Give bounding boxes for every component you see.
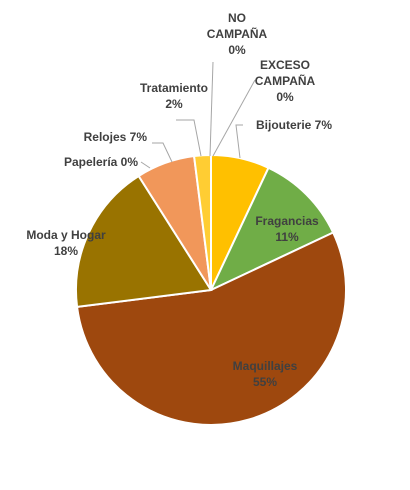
leader-line (209, 61, 214, 157)
data-label-line: Papelería 0% (64, 155, 138, 169)
data-label-line: 0% (228, 43, 246, 57)
data-label-line: 11% (275, 230, 299, 244)
data-label-line: 18% (54, 244, 78, 258)
data-label-line: Moda y Hogar (26, 228, 106, 242)
pie-slices (75, 153, 347, 426)
data-label-papeleria: Papelería 0% (64, 155, 138, 169)
data-label-exceso-campana: EXCESO CAMPAÑA 0% (255, 58, 316, 104)
data-label-line: 2% (165, 97, 183, 111)
leader-lines (140, 61, 256, 169)
data-label-line: CAMPAÑA (207, 26, 268, 41)
data-label-line: Maquillajes (233, 359, 298, 373)
slice-maquillajes (75, 231, 347, 426)
slice-tratamiento (192, 153, 212, 291)
data-label-line: Tratamiento (140, 81, 208, 95)
leader-line (176, 119, 202, 157)
data-label-line: 0% (276, 90, 294, 104)
leader-line (152, 142, 173, 163)
leader-line (140, 161, 151, 169)
data-label-relojes: Relojes 7% (84, 130, 148, 144)
data-labels: Bijouterie 7% Fragancias 11% Maquillajes 55%… (26, 11, 332, 389)
data-label-fragancias: Fragancias 11% (255, 214, 319, 244)
data-label-line: NO (228, 11, 246, 25)
slice-fragancias (208, 166, 335, 293)
data-label-no-campana: NO CAMPAÑA 0% (207, 11, 268, 57)
data-label-bijouterie: Bijouterie 7% (256, 118, 332, 132)
data-label-moda-y-hogar: Moda y Hogar 18% (26, 228, 106, 258)
data-label-line: Fragancias (255, 214, 319, 228)
data-label-line: EXCESO (260, 58, 310, 72)
data-label-maquillajes: Maquillajes 55% (233, 359, 298, 389)
data-label-line: Relojes 7% (84, 130, 148, 144)
data-label-line: CAMPAÑA (255, 73, 316, 88)
data-label-line: Bijouterie 7% (256, 118, 332, 132)
leader-line (235, 124, 243, 159)
leader-line (212, 79, 256, 157)
data-label-tratamiento: Tratamiento 2% (140, 81, 208, 111)
data-label-line: 55% (253, 375, 277, 389)
slice-moda-y-hogar (75, 174, 213, 309)
